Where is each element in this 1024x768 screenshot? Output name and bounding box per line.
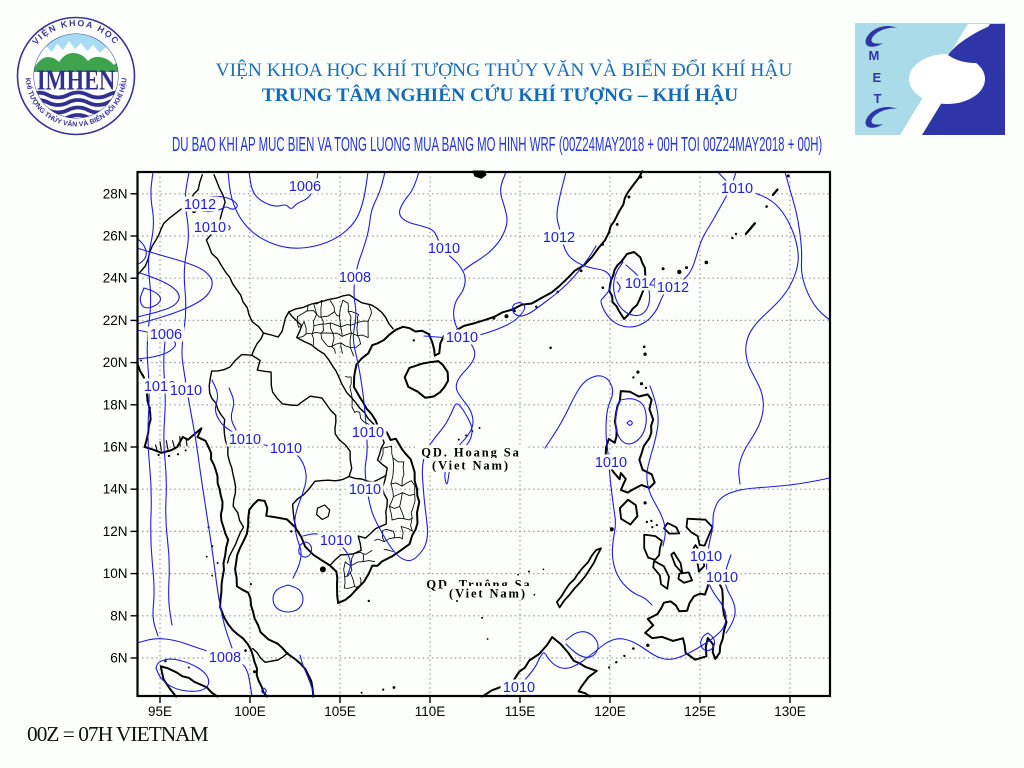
- svg-text:T: T: [874, 91, 882, 106]
- svg-text:1010: 1010: [690, 549, 722, 565]
- svg-text:(Viet Nam): (Viet Nam): [449, 587, 527, 601]
- svg-text:1010: 1010: [706, 570, 738, 586]
- svg-text:14N: 14N: [103, 482, 128, 497]
- svg-text:1008: 1008: [339, 270, 371, 286]
- svg-text:20N: 20N: [103, 355, 128, 370]
- svg-text:1010: 1010: [446, 330, 478, 346]
- svg-text:6N: 6N: [110, 651, 127, 666]
- svg-text:E: E: [873, 70, 882, 85]
- svg-text:1010: 1010: [503, 680, 535, 696]
- svg-text:1010: 1010: [229, 432, 261, 448]
- svg-text:130E: 130E: [774, 704, 806, 719]
- svg-text:1012: 1012: [184, 197, 216, 213]
- svg-text:1014: 1014: [625, 276, 657, 292]
- svg-text:1010: 1010: [595, 455, 627, 471]
- svg-text:10N: 10N: [103, 566, 128, 581]
- svg-text:120E: 120E: [594, 704, 626, 719]
- svg-text:1010: 1010: [194, 220, 226, 236]
- svg-text:26N: 26N: [103, 229, 128, 244]
- svg-text:1010: 1010: [170, 383, 202, 399]
- svg-text:28N: 28N: [103, 186, 128, 201]
- svg-text:95E: 95E: [148, 704, 172, 719]
- svg-text:105E: 105E: [324, 704, 356, 719]
- svg-text:1010: 1010: [428, 241, 460, 257]
- svg-text:1008: 1008: [209, 650, 241, 666]
- svg-text:1010: 1010: [349, 482, 381, 498]
- svg-text:1010: 1010: [270, 441, 302, 457]
- svg-text:8N: 8N: [110, 608, 127, 623]
- svg-text:115E: 115E: [505, 704, 536, 719]
- svg-text:24N: 24N: [103, 271, 128, 286]
- svg-text:12N: 12N: [103, 524, 128, 539]
- svg-text:1010: 1010: [352, 425, 384, 441]
- svg-text:1012: 1012: [657, 280, 689, 296]
- svg-text:QD. Hoang Sa: QD. Hoang Sa: [421, 446, 521, 460]
- svg-text:22N: 22N: [103, 313, 128, 328]
- svg-text:1006: 1006: [289, 179, 321, 195]
- svg-text:1010: 1010: [320, 533, 352, 549]
- svg-text:18N: 18N: [103, 397, 128, 412]
- svg-text:(Viet Nam): (Viet Nam): [432, 459, 510, 473]
- svg-text:1006: 1006: [150, 327, 182, 343]
- svg-text:1012: 1012: [543, 230, 575, 246]
- svg-text:100E: 100E: [234, 704, 266, 719]
- svg-text:110E: 110E: [415, 704, 446, 719]
- svg-text:125E: 125E: [684, 704, 716, 719]
- svg-text:M: M: [869, 48, 880, 63]
- svg-text:1010: 1010: [721, 181, 753, 197]
- svg-text:16N: 16N: [103, 440, 128, 455]
